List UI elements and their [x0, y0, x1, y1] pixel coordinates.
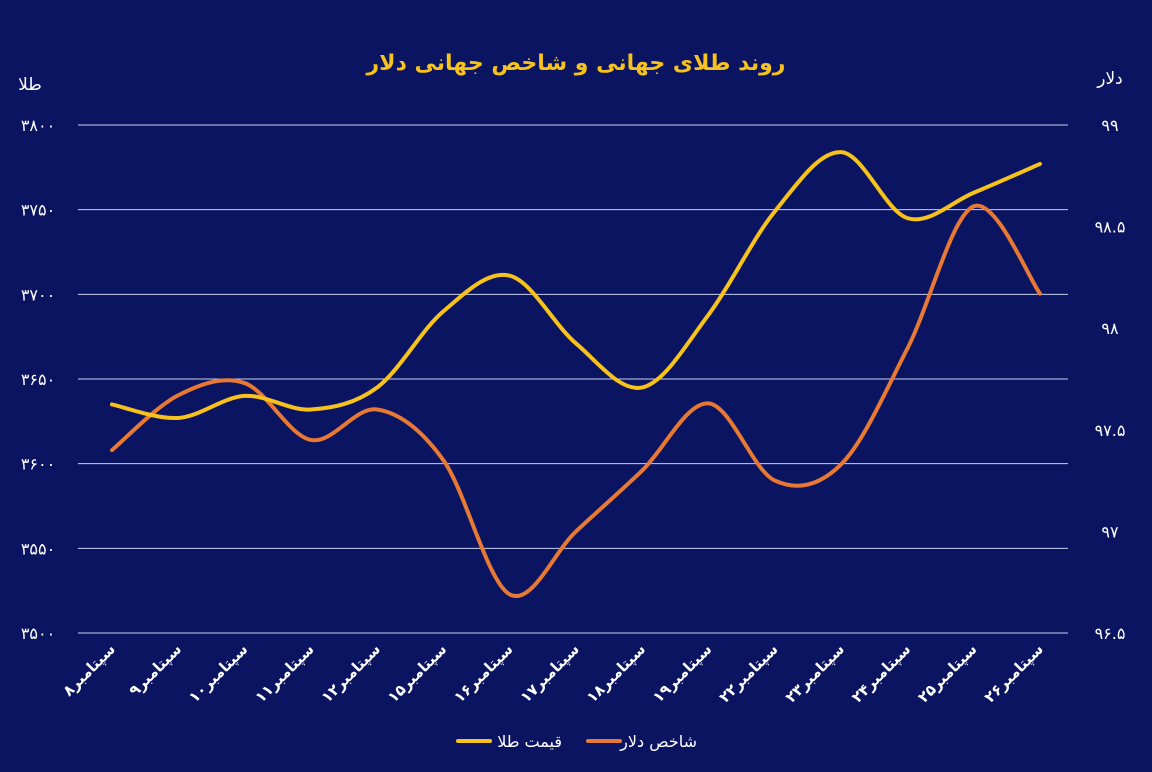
y-left-tick-labels: ۳۵۰۰ ۳۵۵۰ ۳۶۰۰ ۳۶۵۰ ۳۷۰۰ ۳۷۵۰ ۳۸۰۰ [21, 116, 55, 643]
series-lines [110, 150, 1042, 599]
y-right-tick-label: ۹۸.۵ [1095, 218, 1126, 237]
y-right-tick-label: ۹۹ [1101, 116, 1118, 135]
y-left-tick-label: ۳۶۵۰ [21, 370, 55, 389]
y-left-tick-label: ۳۷۵۰ [21, 201, 55, 220]
y-left-axis-label: طلا [18, 75, 42, 95]
legend-label: قیمت طلا [497, 732, 562, 751]
y-right-tick-labels: ۹۶.۵ ۹۷ ۹۷.۵ ۹۸ ۹۸.۵ ۹۹ [1095, 116, 1126, 643]
series-line-dollar-index [110, 203, 1042, 599]
chart-title: روند طلای جهانی و شاخص جهانی دلار [366, 51, 786, 76]
grid-lines [78, 124, 1068, 634]
series-line-gold-price [110, 150, 1042, 420]
y-right-tick-label: ۹۸ [1101, 319, 1119, 338]
y-left-tick-label: ۳۸۰۰ [21, 116, 55, 135]
legend-label: شاخص دلار [619, 732, 697, 752]
legend: قیمت طلا شاخص دلار [456, 732, 697, 752]
y-left-tick-label: ۳۵۵۰ [21, 539, 55, 558]
y-left-tick-label: ۳۶۰۰ [21, 455, 55, 474]
y-left-tick-label: ۳۷۰۰ [21, 285, 55, 304]
y-left-tick-label: ۳۵۰۰ [21, 624, 55, 643]
y-right-tick-label: ۹۷ [1101, 522, 1119, 541]
y-right-axis-label: دلار [1096, 69, 1122, 89]
y-right-tick-label: ۹۷.۵ [1095, 421, 1126, 440]
y-right-tick-label: ۹۶.۵ [1095, 624, 1126, 643]
